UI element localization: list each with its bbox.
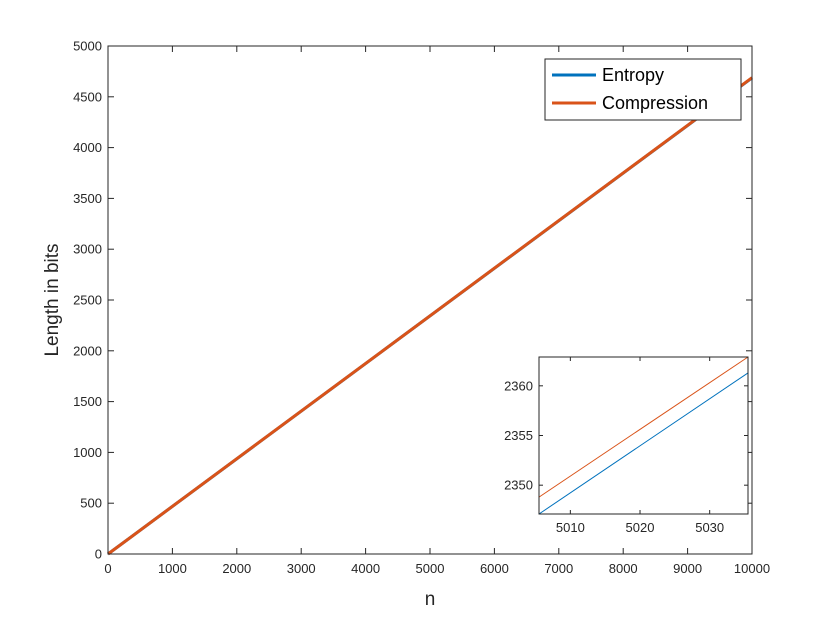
main-series-compression xyxy=(107,76,753,556)
main-y-tick-label: 3000 xyxy=(73,242,102,257)
main-y-tick-label: 0 xyxy=(95,547,102,562)
main-y-tick-label: 3500 xyxy=(73,191,102,206)
main-x-tick-label: 10000 xyxy=(734,561,770,576)
main-x-tick-label: 0 xyxy=(104,561,111,576)
inset-axes: 5010 5020 5030 2350 2355 2360 xyxy=(504,356,749,535)
inset-y-tick-label: 2355 xyxy=(504,428,533,443)
main-y-tick-label: 4500 xyxy=(73,89,102,104)
legend: Entropy Compression xyxy=(544,58,742,121)
main-y-tick-label: 4000 xyxy=(73,140,102,155)
main-y-tick-label: 2000 xyxy=(73,343,102,358)
inset-plot-area xyxy=(539,357,748,514)
main-y-tick-label: 5000 xyxy=(73,39,102,54)
main-x-tick-label: 7000 xyxy=(544,561,573,576)
inset-series-entropy xyxy=(538,372,749,515)
legend-label-entropy: Entropy xyxy=(602,65,664,85)
main-x-tick-label: 9000 xyxy=(673,561,702,576)
inset-x-tick-label: 5020 xyxy=(626,520,655,535)
x-axis-label: n xyxy=(425,589,436,610)
main-x-tick-label: 6000 xyxy=(480,561,509,576)
main-x-tick-label: 4000 xyxy=(351,561,380,576)
y-axis-label: Length in bits xyxy=(42,243,63,356)
main-x-tick-label: 1000 xyxy=(158,561,187,576)
main-x-tick-label: 2000 xyxy=(222,561,251,576)
main-y-tick-label: 2500 xyxy=(73,293,102,308)
inset-series-compression xyxy=(538,356,749,498)
main-y-tick-label: 1500 xyxy=(73,394,102,409)
inset-x-tick-label: 5010 xyxy=(556,520,585,535)
main-y-tick-label: 500 xyxy=(80,496,102,511)
legend-box xyxy=(544,58,742,121)
main-x-tick-label: 8000 xyxy=(609,561,638,576)
legend-label-compression: Compression xyxy=(602,93,708,113)
main-axes: 0 1000 2000 3000 4000 5000 6000 7000 8000 9000 100… xyxy=(42,39,770,611)
main-x-tick-label: 5000 xyxy=(416,561,445,576)
inset-y-tick-label: 2350 xyxy=(504,478,533,493)
inset-x-tick-label: 5030 xyxy=(695,520,724,535)
inset-y-tick-label: 2360 xyxy=(504,378,533,393)
main-y-tick-label: 1000 xyxy=(73,445,102,460)
main-x-tick-label: 3000 xyxy=(287,561,316,576)
